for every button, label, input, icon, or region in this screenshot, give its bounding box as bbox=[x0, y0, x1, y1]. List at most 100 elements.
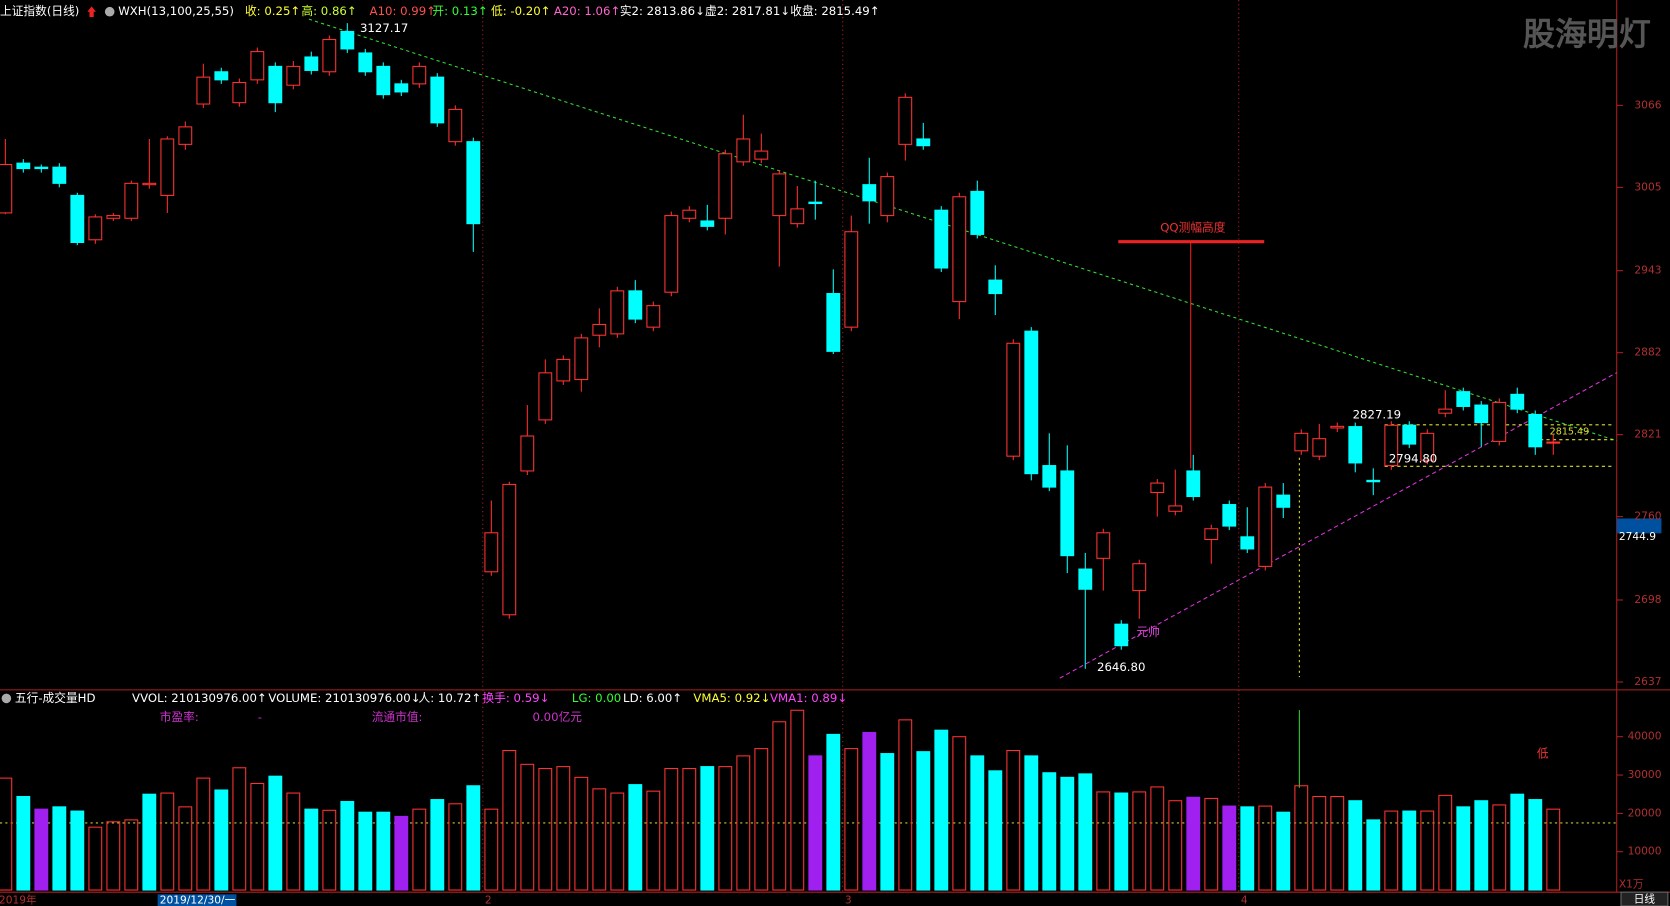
annotation: 2827.19 bbox=[1353, 408, 1401, 422]
volume-bar bbox=[1024, 755, 1039, 891]
volume-bar bbox=[646, 790, 661, 891]
candle-body bbox=[898, 96, 913, 145]
volume-bar bbox=[844, 748, 859, 891]
candle-body bbox=[322, 38, 337, 73]
candle-body bbox=[412, 65, 427, 85]
annotation: 2815.49 bbox=[1550, 427, 1590, 438]
volume-bar bbox=[16, 795, 31, 891]
x-tick-label: 4 bbox=[1241, 894, 1248, 906]
candle-body bbox=[16, 162, 31, 170]
indicator-label: VVOL: 210130976.00↑ bbox=[132, 691, 267, 705]
candle-body bbox=[1006, 342, 1021, 457]
volume-bar bbox=[1330, 795, 1345, 891]
candle-body bbox=[502, 483, 517, 616]
volume-bar bbox=[340, 800, 355, 891]
candle-body bbox=[880, 176, 895, 217]
candle-body bbox=[844, 231, 859, 328]
candle-body bbox=[1546, 441, 1561, 444]
candle-body bbox=[1204, 528, 1219, 541]
volume-bar bbox=[160, 792, 175, 891]
volume-bar bbox=[952, 736, 967, 891]
volume-bar bbox=[1150, 786, 1165, 891]
volume-bar bbox=[700, 766, 715, 891]
candle-body bbox=[1510, 393, 1525, 410]
volume-bar bbox=[592, 788, 607, 891]
candle-body bbox=[88, 216, 103, 241]
candle-body bbox=[376, 65, 391, 96]
candle-body bbox=[628, 290, 643, 320]
indicator-label: VMA5: 0.92↓ bbox=[693, 691, 770, 705]
candle-body bbox=[304, 56, 319, 71]
candle-body bbox=[1168, 505, 1183, 512]
volume-bar bbox=[1348, 800, 1363, 891]
y-tick-label: 20000 bbox=[1628, 806, 1662, 819]
cursor-date: 2019/12/30/一 bbox=[160, 894, 236, 906]
candle-body bbox=[286, 65, 301, 86]
candle-body bbox=[466, 141, 481, 225]
candle-body bbox=[1186, 470, 1201, 498]
period-label: 日线 bbox=[1634, 893, 1656, 906]
candle-body bbox=[970, 190, 985, 235]
candle-body bbox=[718, 153, 733, 219]
candle-body bbox=[250, 51, 265, 81]
candle-body bbox=[0, 163, 13, 214]
volume-bar bbox=[826, 733, 841, 891]
candle-body bbox=[214, 71, 229, 81]
candle-body bbox=[682, 209, 697, 219]
volume-bar bbox=[484, 808, 499, 891]
candle-body bbox=[1024, 330, 1039, 475]
cursor-date-box bbox=[157, 894, 237, 906]
volume-bar bbox=[430, 799, 445, 891]
candle-body bbox=[916, 138, 931, 147]
candle-body bbox=[394, 83, 409, 93]
volume-bar bbox=[520, 763, 535, 891]
candle-body bbox=[34, 166, 49, 170]
volume-bar bbox=[772, 721, 787, 891]
candle-body bbox=[754, 150, 769, 160]
candle-body bbox=[1420, 432, 1435, 461]
cursor-price-box bbox=[1616, 518, 1662, 534]
candle-body bbox=[1330, 425, 1345, 429]
indicator-label: 人: 10.72↑ bbox=[419, 691, 482, 705]
volume-bar bbox=[862, 731, 877, 891]
volume-bar bbox=[808, 755, 823, 891]
volume-bar bbox=[1276, 811, 1291, 891]
volume-bar bbox=[1402, 810, 1417, 891]
volume-bar bbox=[250, 782, 265, 891]
volume-bar bbox=[0, 777, 13, 891]
candle-body bbox=[826, 293, 841, 352]
candle-body bbox=[1114, 623, 1129, 647]
candle-body bbox=[160, 138, 175, 196]
candle-body bbox=[484, 532, 499, 573]
candle-body bbox=[1060, 470, 1075, 557]
candle-body bbox=[1222, 504, 1237, 527]
candle-body bbox=[1150, 482, 1165, 494]
volume-bar bbox=[1240, 806, 1255, 891]
indicator-label: 收盘: 2815.49↑ bbox=[790, 4, 879, 18]
volume-bar bbox=[502, 749, 517, 891]
unit-label: X1万 bbox=[1619, 878, 1644, 891]
y-tick-label: 2943 bbox=[1634, 264, 1661, 277]
volume-bar bbox=[1060, 776, 1075, 891]
candle-body bbox=[862, 184, 877, 202]
candle-body bbox=[430, 76, 445, 124]
indicator-label: VOLUME: 210130976.00↓ bbox=[268, 691, 420, 705]
volume-bar bbox=[142, 793, 157, 891]
volume-bar bbox=[1528, 799, 1543, 891]
volume-bar bbox=[1006, 749, 1021, 891]
x-tick-label: 2 bbox=[485, 894, 492, 906]
volume-bar bbox=[538, 768, 553, 891]
volume-bar bbox=[754, 748, 769, 891]
candle-body bbox=[1456, 391, 1471, 407]
candle-body bbox=[1276, 494, 1291, 508]
volume-bar bbox=[1168, 800, 1183, 891]
watermark: 股海明灯 bbox=[1523, 15, 1651, 53]
volume-bar bbox=[106, 821, 121, 891]
chart-title: 上证指数(日线) bbox=[0, 4, 79, 18]
volume-bar bbox=[1420, 810, 1435, 891]
volume-bar bbox=[124, 819, 139, 891]
candle-body bbox=[1078, 568, 1093, 590]
info-label: 流通市值: bbox=[372, 710, 423, 724]
candle-body bbox=[664, 215, 679, 293]
